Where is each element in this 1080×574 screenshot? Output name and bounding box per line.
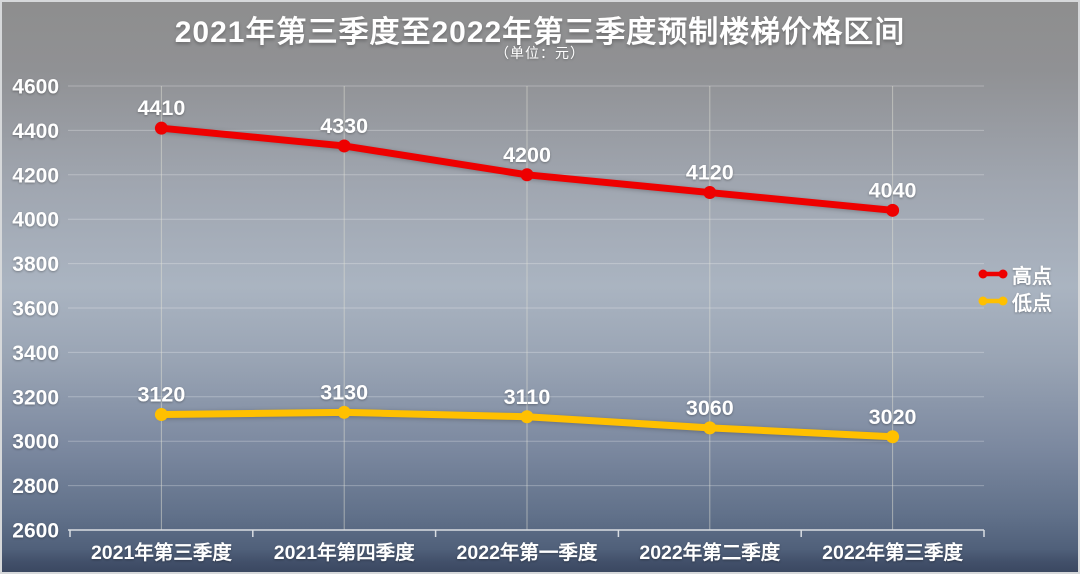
y-axis-tick-label: 3600 — [12, 298, 59, 321]
chart-subtitle: （单位：元） — [495, 45, 585, 61]
x-axis-category-label: 2021年第四季度 — [274, 541, 415, 564]
legend-marker-low-icon — [978, 296, 1008, 306]
y-axis-tick-label: 3200 — [12, 386, 59, 409]
data-point-high — [520, 168, 534, 182]
legend-label-low: 低点 — [1012, 292, 1052, 315]
legend-dot-low — [998, 296, 1008, 306]
data-point-low — [703, 421, 717, 435]
data-label-high: 4120 — [686, 161, 734, 185]
y-axis-tick-label: 3400 — [12, 342, 59, 365]
data-label-high: 4410 — [137, 96, 185, 120]
legend-label-high: 高点 — [1012, 265, 1052, 288]
x-axis-category-label: 2022年第一季度 — [457, 541, 598, 564]
data-point-high — [703, 186, 717, 200]
data-point-high — [886, 203, 900, 217]
legend-marker-high-icon — [978, 269, 1008, 279]
y-axis-tick-label: 2600 — [12, 520, 59, 543]
data-label-high: 4200 — [503, 143, 551, 167]
data-label-low: 3120 — [137, 383, 185, 407]
x-axis-category-label: 2022年第二季度 — [639, 541, 780, 564]
legend-item-high: 高点 — [977, 262, 1052, 288]
y-axis-tick-label: 3800 — [12, 253, 59, 276]
chart-title: 2021年第三季度至2022年第三季度预制楼梯价格区间 — [174, 16, 906, 49]
data-point-low — [520, 410, 534, 424]
data-label-low: 3020 — [869, 405, 917, 429]
y-axis-tick-label: 4400 — [12, 120, 59, 143]
data-point-low — [154, 408, 168, 422]
data-point-low — [337, 405, 351, 419]
y-axis-tick-label: 2800 — [12, 475, 59, 498]
data-point-low — [886, 430, 900, 444]
y-axis-tick-label: 4000 — [12, 209, 59, 232]
legend-item-low: 低点 — [977, 289, 1052, 315]
data-point-high — [337, 139, 351, 153]
data-label-low: 3060 — [686, 396, 734, 420]
legend-dot-high — [998, 269, 1008, 279]
data-label-low: 3130 — [320, 380, 368, 404]
data-label-high: 4040 — [869, 178, 917, 202]
data-label-high: 4330 — [320, 114, 368, 138]
data-point-high — [154, 121, 168, 135]
y-axis-tick-label: 3000 — [12, 431, 59, 454]
legend-dot-high — [978, 269, 988, 279]
y-axis-tick-label: 4200 — [12, 164, 59, 187]
x-axis-category-label: 2022年第三季度 — [822, 541, 963, 564]
legend-dot-low — [978, 296, 988, 306]
data-label-low: 3110 — [504, 385, 551, 409]
chart-legend: 高点 低点 — [977, 262, 1052, 315]
x-axis-category-label: 2021年第三季度 — [91, 541, 232, 564]
y-axis-tick-label: 4600 — [12, 76, 59, 99]
